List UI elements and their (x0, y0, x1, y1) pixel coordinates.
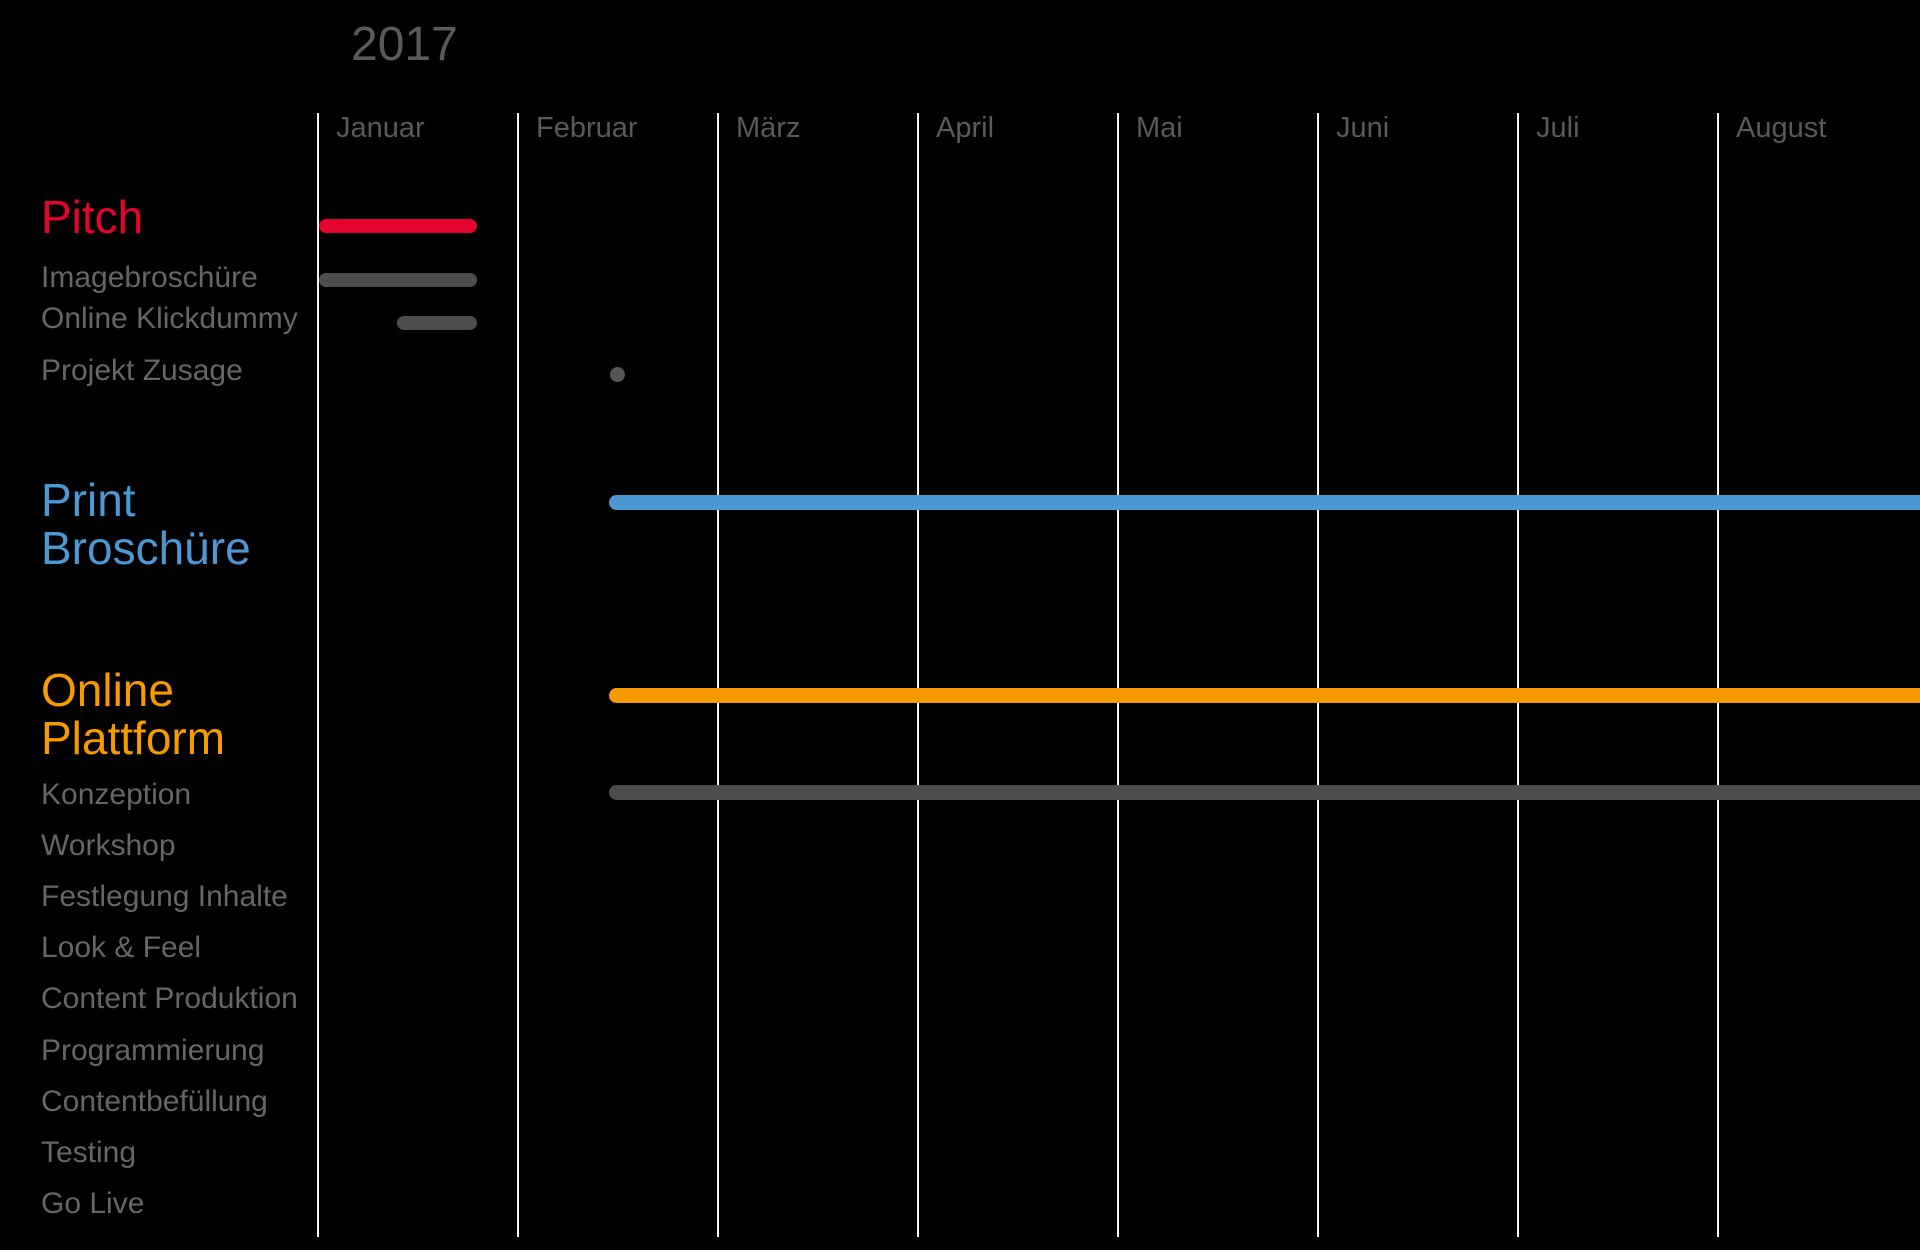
row-label-workshop: Workshop (41, 829, 176, 862)
row-label-konzeption: Konzeption (41, 778, 192, 811)
row-label-go-live: Go Live (41, 1187, 145, 1220)
bar-print-brosch-re (609, 495, 1920, 510)
row-label-line-plattform: Plattform (41, 712, 226, 764)
gridline-juni (1317, 113, 1319, 1237)
row-label-programmierung: Programmierung (41, 1034, 265, 1067)
gridline-august (1717, 113, 1719, 1237)
row-label-line-brosch-re: Broschüre (41, 522, 251, 574)
month-label-mai: Mai (1136, 112, 1183, 144)
milestone-dot-projekt-zusage (610, 367, 625, 382)
bar-pitch (319, 219, 477, 233)
row-label-imagebrosch-re: Imagebroschüre (41, 261, 258, 294)
row-label-contentbef-llung: Contentbefüllung (41, 1085, 268, 1118)
row-label-festlegung-inhalte: Festlegung Inhalte (41, 880, 288, 913)
gridline-m-rz (717, 113, 719, 1237)
row-label-print-brosch-re: Print Broschüre (41, 476, 251, 572)
month-label-februar: Februar (536, 112, 638, 144)
row-label-projekt-zusage: Projekt Zusage (41, 354, 243, 387)
row-label-line-online: Online (41, 664, 174, 716)
gridline-februar (517, 113, 519, 1237)
month-label-m-rz: März (736, 112, 801, 144)
gridline-juli (1517, 113, 1519, 1237)
gridline-april (917, 113, 919, 1237)
row-label-pitch: Pitch (41, 191, 144, 243)
bar-konzeption (609, 785, 1920, 800)
bar-online-klickdummy (397, 316, 477, 330)
gridline-januar (317, 113, 319, 1237)
month-label-august: August (1736, 112, 1827, 144)
row-label-online-klickdummy: Online Klickdummy (41, 302, 298, 335)
bar-imagebrosch-re (319, 273, 477, 287)
gridline-mai (1117, 113, 1119, 1237)
month-label-april: April (936, 112, 995, 144)
month-label-juni: Juni (1336, 112, 1390, 144)
bar-online-plattform (609, 688, 1920, 703)
year-label: 2017 (351, 18, 458, 71)
row-label-online-plattform: Online Plattform (41, 666, 225, 762)
row-label-line-print: Print (41, 474, 136, 526)
row-label-testing: Testing (41, 1136, 137, 1169)
month-label-juli: Juli (1536, 112, 1580, 144)
row-label-content-produktion: Content Produktion (41, 982, 298, 1015)
row-label-look-feel: Look & Feel (41, 931, 202, 964)
month-label-januar: Januar (336, 112, 425, 144)
